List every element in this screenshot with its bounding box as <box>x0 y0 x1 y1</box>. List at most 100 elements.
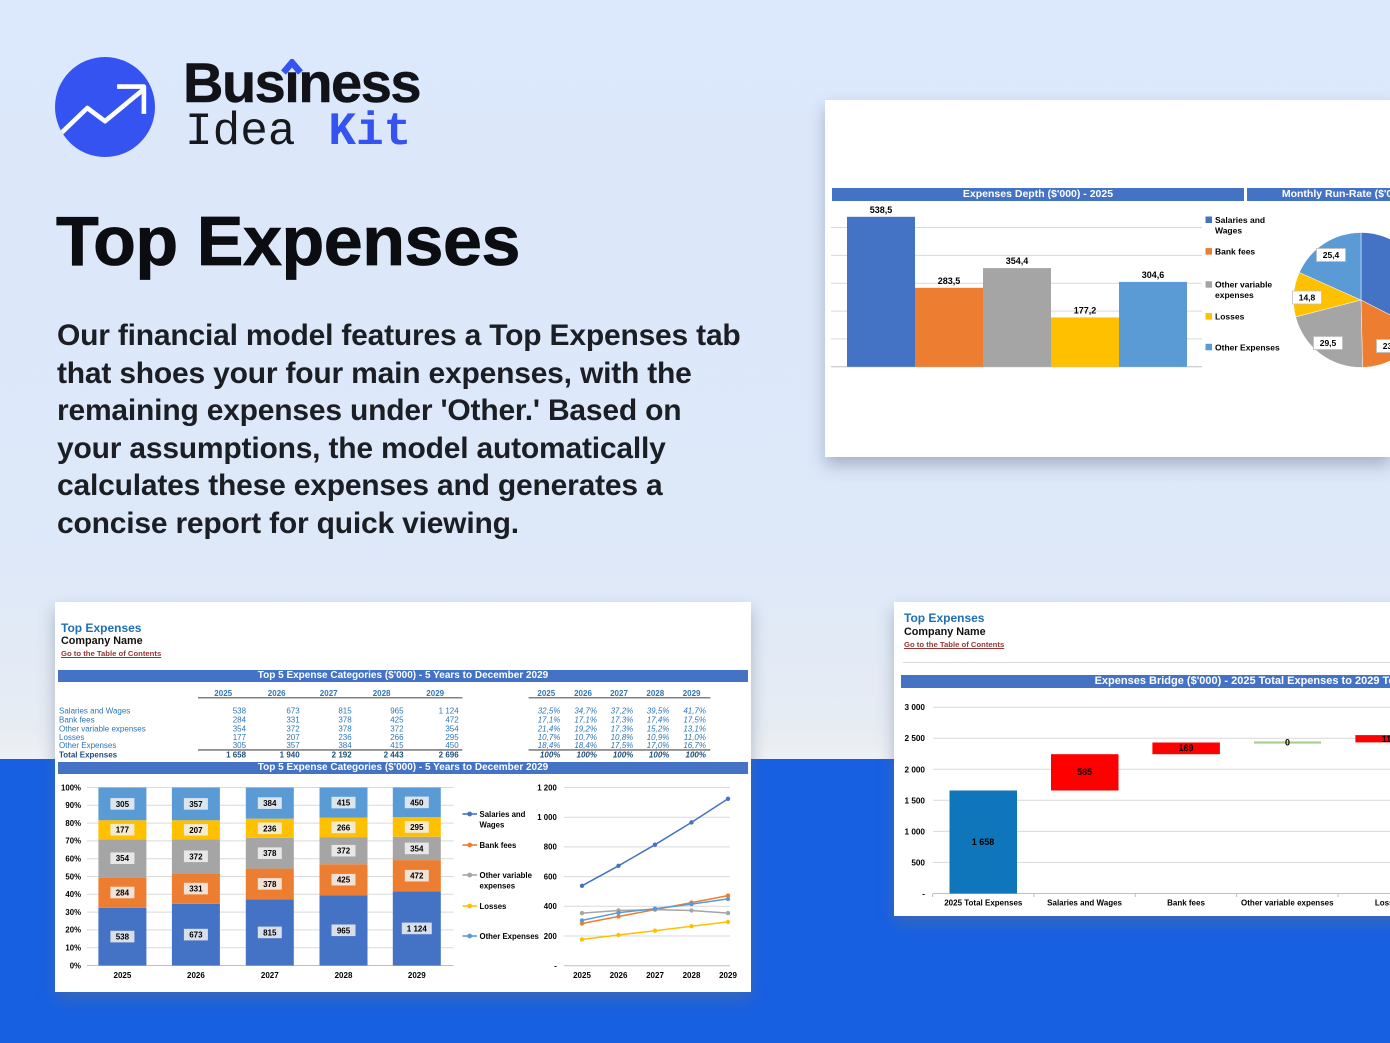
svg-text:2 000: 2 000 <box>905 765 926 774</box>
svg-text:372: 372 <box>189 852 203 861</box>
svg-text:2029: 2029 <box>408 971 426 980</box>
svg-text:400: 400 <box>544 902 558 911</box>
svg-text:100%: 100% <box>577 750 597 759</box>
svg-text:17,3%: 17,3% <box>611 715 634 724</box>
svg-text:37,2%: 37,2% <box>611 706 634 715</box>
svg-text:80%: 80% <box>65 819 81 828</box>
svg-text:372: 372 <box>337 847 351 856</box>
svg-text:1 200: 1 200 <box>537 783 557 792</box>
svg-text:600: 600 <box>544 872 558 881</box>
svg-text:30%: 30% <box>65 908 81 917</box>
svg-text:284: 284 <box>116 889 130 898</box>
svg-text:295: 295 <box>445 733 459 742</box>
svg-text:100%: 100% <box>686 750 706 759</box>
svg-text:Salaries and Wages: Salaries and Wages <box>1047 899 1122 908</box>
svg-text:378: 378 <box>338 725 352 734</box>
svg-text:Bank fees: Bank fees <box>59 715 95 724</box>
svg-text:1 000: 1 000 <box>537 813 557 822</box>
svg-text:Losses: Losses <box>1375 899 1390 908</box>
svg-text:21,4%: 21,4% <box>537 725 561 734</box>
svg-text:1 658: 1 658 <box>972 837 995 847</box>
svg-text:Other variable: Other variable <box>1215 280 1272 290</box>
svg-text:2025: 2025 <box>114 971 132 980</box>
svg-text:2027: 2027 <box>610 689 628 698</box>
svg-text:305: 305 <box>116 800 130 809</box>
svg-text:2027: 2027 <box>261 971 279 980</box>
svg-text:17,0%: 17,0% <box>647 741 670 750</box>
svg-text:500: 500 <box>911 858 925 867</box>
svg-text:Losses: Losses <box>1215 312 1245 322</box>
svg-text:32,5%: 32,5% <box>538 706 561 715</box>
svg-text:1 000: 1 000 <box>905 827 926 836</box>
svg-text:41,7%: 41,7% <box>683 706 706 715</box>
svg-text:800: 800 <box>544 843 558 852</box>
svg-text:50%: 50% <box>65 872 81 881</box>
svg-text:283,5: 283,5 <box>938 276 961 286</box>
svg-text:177: 177 <box>116 826 130 835</box>
svg-text:378: 378 <box>263 849 277 858</box>
svg-text:14,8: 14,8 <box>1299 293 1316 303</box>
svg-text:331: 331 <box>286 715 300 724</box>
svg-text:372: 372 <box>286 725 300 734</box>
svg-text:Bank fees: Bank fees <box>1167 899 1205 908</box>
svg-text:2025: 2025 <box>537 689 555 698</box>
svg-text:2 500: 2 500 <box>905 734 926 743</box>
svg-text:Losses: Losses <box>59 733 84 742</box>
svg-text:90%: 90% <box>65 801 81 810</box>
svg-text:284: 284 <box>233 715 247 724</box>
svg-text:17,1%: 17,1% <box>538 715 561 724</box>
svg-text:2029: 2029 <box>719 971 737 980</box>
svg-text:15,2%: 15,2% <box>647 725 670 734</box>
svg-text:Losses: Losses <box>480 902 508 911</box>
svg-text:40%: 40% <box>65 890 81 899</box>
svg-text:2025: 2025 <box>214 689 232 698</box>
svg-text:16,7%: 16,7% <box>683 741 706 750</box>
svg-text:60%: 60% <box>65 855 81 864</box>
svg-text:18,4%: 18,4% <box>538 741 561 750</box>
svg-text:2029: 2029 <box>683 689 701 698</box>
svg-text:2026: 2026 <box>187 971 205 980</box>
svg-text:2028: 2028 <box>646 689 664 698</box>
svg-text:2 443: 2 443 <box>384 750 405 759</box>
svg-text:expenses: expenses <box>480 882 516 891</box>
svg-text:2028: 2028 <box>683 971 701 980</box>
svg-text:1 658: 1 658 <box>226 750 247 759</box>
svg-text:17,5%: 17,5% <box>611 741 634 750</box>
svg-text:236: 236 <box>338 733 352 742</box>
svg-text:13,1%: 13,1% <box>683 725 706 734</box>
svg-text:Bank fees: Bank fees <box>1215 247 1255 257</box>
svg-text:2028: 2028 <box>373 689 391 698</box>
svg-text:372: 372 <box>390 725 404 734</box>
svg-text:415: 415 <box>337 799 351 808</box>
svg-text:207: 207 <box>286 733 300 742</box>
svg-text:357: 357 <box>286 741 300 750</box>
svg-text:Wages: Wages <box>480 821 506 830</box>
svg-text:538: 538 <box>116 933 130 942</box>
svg-text:236: 236 <box>263 824 277 833</box>
svg-text:Other variable expenses: Other variable expenses <box>59 725 146 734</box>
svg-text:10,8%: 10,8% <box>611 733 634 742</box>
svg-text:23,6: 23,6 <box>1383 341 1390 351</box>
svg-text:1 124: 1 124 <box>439 706 460 715</box>
svg-text:2025 Total Expenses: 2025 Total Expenses <box>944 899 1023 908</box>
svg-text:Salaries and: Salaries and <box>480 810 526 819</box>
svg-text:384: 384 <box>338 741 352 750</box>
svg-text:100%: 100% <box>540 750 560 759</box>
svg-text:538: 538 <box>233 706 247 715</box>
svg-text:2027: 2027 <box>646 971 664 980</box>
svg-text:Other Expenses: Other Expenses <box>480 932 540 941</box>
svg-text:Other variable: Other variable <box>480 871 533 880</box>
svg-text:965: 965 <box>337 926 351 935</box>
svg-text:-: - <box>922 890 925 899</box>
svg-text:100%: 100% <box>613 750 633 759</box>
svg-text:266: 266 <box>390 733 404 742</box>
svg-text:450: 450 <box>445 741 459 750</box>
svg-text:673: 673 <box>189 931 203 940</box>
svg-text:10,9%: 10,9% <box>647 733 670 742</box>
svg-text:425: 425 <box>390 715 404 724</box>
svg-text:118: 118 <box>1382 734 1390 744</box>
svg-text:Other Expenses: Other Expenses <box>59 741 116 750</box>
svg-text:815: 815 <box>263 928 277 937</box>
svg-text:10,7%: 10,7% <box>538 733 561 742</box>
svg-text:11,0%: 11,0% <box>684 733 706 742</box>
